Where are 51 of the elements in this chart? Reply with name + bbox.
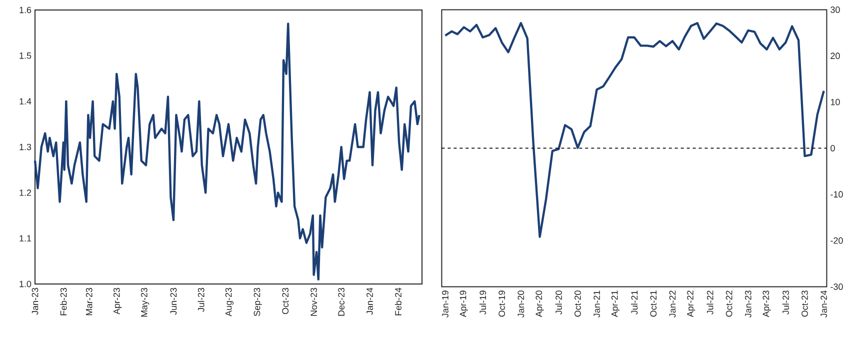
x-tick-label: Apr-19 <box>460 290 468 318</box>
x-tick-label: Jan-21 <box>594 290 600 318</box>
x-tick-label: Jul-23 <box>198 288 204 312</box>
y-tick-label: 1.4 <box>20 98 32 104</box>
x-tick-label: Oct-23 <box>802 290 808 317</box>
x-tick-label: Apr-20 <box>536 290 544 318</box>
y-tick-label: 1.1 <box>20 235 32 242</box>
x-tick-label: Jan-24 <box>820 290 827 318</box>
x-tick-label: Jul-21 <box>631 290 638 314</box>
y-tick-label: 1.0 <box>20 280 32 288</box>
x-tick-label: Nov-23 <box>310 288 317 316</box>
x-tick-label: Apr-23 <box>113 288 122 314</box>
y2-tick-label: -10 <box>830 191 843 198</box>
x-tick-label: Jul-19 <box>479 290 486 314</box>
x-tick-label: Jul-20 <box>555 290 562 314</box>
x-tick-label: Feb-23 <box>60 288 67 316</box>
y2-tick-label: 30 <box>830 6 840 13</box>
x-tick-label: Jan-20 <box>518 290 524 318</box>
x-tick-label: Jan-24 <box>366 288 373 315</box>
x-tick-label: Feb-24 <box>394 288 402 316</box>
x-tick-label: Oct-19 <box>498 290 506 317</box>
x-tick-label: Apr-22 <box>687 290 696 318</box>
x-tick-label: Jan-22 <box>669 290 676 318</box>
x-tick-label: Jan-19 <box>442 290 448 318</box>
y2-tick-label: -30 <box>830 284 843 290</box>
x-tick-label: Apr-23 <box>762 290 771 318</box>
x-tick-label: Oct-20 <box>574 290 581 317</box>
x-tick-label: Dec-23 <box>338 288 344 316</box>
x-tick-label: Oct-22 <box>726 290 732 317</box>
y2-tick-label: -20 <box>830 237 843 244</box>
x-tick-label: Oct-23 <box>282 288 289 314</box>
y2-tick-label: 20 <box>830 52 840 60</box>
x-tick-label: Jul-23 <box>782 290 789 314</box>
x-tick-label: Oct-21 <box>650 290 657 317</box>
x-tick-label: Mar-23 <box>86 288 92 316</box>
x-tick-label: Aug-23 <box>225 288 234 316</box>
x-tick-label: Jan-23 <box>32 288 38 315</box>
x-tick-label: May-23 <box>140 288 150 317</box>
line-series <box>444 22 825 238</box>
y-tick-label: 1.2 <box>20 190 32 196</box>
y-tick-label: 1.5 <box>20 52 32 59</box>
y2-tick-label: 0 <box>830 145 835 152</box>
x-tick-label: Apr-21 <box>611 290 620 318</box>
y-tick-label: 1.3 <box>20 144 32 150</box>
x-tick-label: Jun-23 <box>170 288 177 315</box>
y2-tick-label: 10 <box>830 98 840 106</box>
x-tick-label: Jan-23 <box>744 290 752 318</box>
x-tick-label: Jul-22 <box>706 290 714 314</box>
line-series <box>34 22 420 281</box>
x-tick-label: Sep-23 <box>254 288 262 316</box>
y-tick-label: 1.6 <box>20 6 32 14</box>
